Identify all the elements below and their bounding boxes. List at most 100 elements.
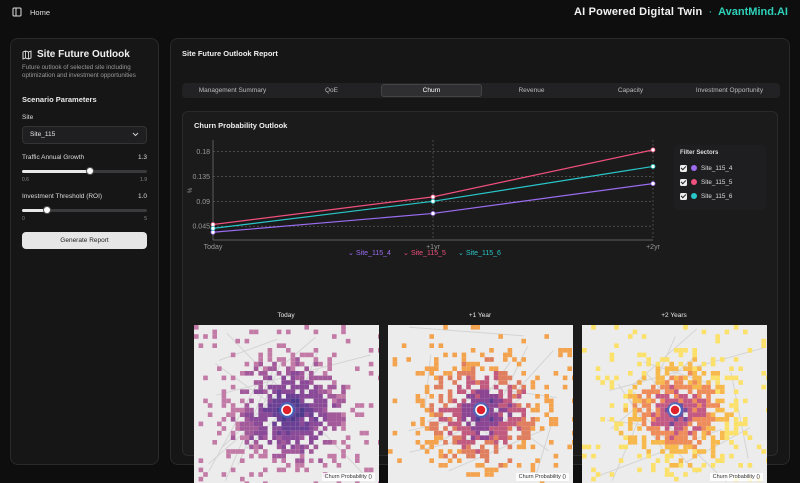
heat-cell bbox=[489, 357, 494, 362]
heat-cell bbox=[461, 389, 467, 394]
heat-cell bbox=[457, 440, 462, 445]
heat-cell bbox=[710, 426, 716, 431]
sidebar: Site Future Outlook Future outlook of se… bbox=[10, 38, 159, 465]
heat-cell bbox=[322, 463, 328, 468]
growth-slider-thumb[interactable] bbox=[85, 166, 94, 175]
tab-capacity[interactable]: Capacity bbox=[617, 87, 644, 94]
tab-investment-opportunity[interactable]: Investment Opportunity bbox=[695, 87, 764, 94]
heat-cell bbox=[692, 398, 697, 404]
heat-cell bbox=[443, 407, 448, 413]
heat-cell bbox=[332, 440, 337, 445]
site-marker-icon[interactable] bbox=[475, 404, 487, 416]
heatmap-1yr[interactable]: Churn Probability () bbox=[388, 325, 573, 483]
filter-item-site-115-4[interactable]: Site_115_4 bbox=[680, 161, 760, 175]
heat-cell bbox=[660, 394, 665, 399]
heat-cell bbox=[687, 389, 693, 394]
heat-cell bbox=[651, 421, 656, 427]
heatmap-today[interactable]: Churn Probability () bbox=[194, 325, 379, 483]
tab-revenue[interactable]: Revenue bbox=[518, 87, 545, 94]
heat-cell bbox=[341, 453, 346, 459]
heat-cell bbox=[724, 435, 730, 440]
heat-cell bbox=[493, 371, 499, 376]
tab-management-summary[interactable]: Management Summary bbox=[198, 87, 267, 94]
roi-slider-thumb[interactable] bbox=[43, 205, 51, 214]
heat-cell bbox=[664, 384, 670, 390]
heat-cell bbox=[614, 375, 619, 381]
heat-cell bbox=[304, 352, 309, 358]
heat-cell bbox=[637, 426, 642, 431]
heat-cell bbox=[706, 398, 711, 404]
heat-cell bbox=[429, 366, 434, 371]
heat-cell bbox=[706, 430, 711, 436]
heat-cell bbox=[614, 325, 619, 330]
map-caption: Churn Probability () bbox=[709, 473, 763, 481]
heat-cell bbox=[710, 444, 716, 450]
heat-cell bbox=[641, 389, 647, 394]
heat-cell bbox=[475, 426, 480, 431]
heat-cell bbox=[281, 389, 286, 394]
heat-cell bbox=[299, 426, 305, 431]
heat-cell bbox=[733, 325, 739, 330]
checkbox-icon[interactable] bbox=[680, 192, 687, 200]
site-marker-icon[interactable] bbox=[281, 404, 293, 416]
heat-cell bbox=[345, 435, 351, 440]
heat-cell bbox=[207, 403, 213, 408]
tab-qoe[interactable]: QoE bbox=[324, 87, 338, 94]
heat-cell bbox=[253, 361, 259, 367]
heat-cell bbox=[230, 407, 236, 413]
heat-cell bbox=[217, 421, 222, 427]
heat-cell bbox=[470, 371, 476, 376]
heat-cell bbox=[429, 394, 434, 399]
heat-cell bbox=[235, 338, 240, 344]
heat-cell bbox=[276, 394, 282, 399]
heat-cell bbox=[466, 403, 471, 408]
heat-cell bbox=[493, 412, 499, 417]
heat-cell bbox=[258, 384, 263, 390]
heat-cell bbox=[674, 463, 679, 468]
filter-item-site-115-5[interactable]: Site_115_5 bbox=[680, 175, 760, 189]
heat-cell bbox=[457, 403, 462, 408]
heat-cell bbox=[733, 375, 739, 381]
heat-cell bbox=[327, 440, 332, 445]
heat-cell bbox=[484, 426, 490, 431]
heat-cell bbox=[299, 412, 305, 417]
site-marker-icon[interactable] bbox=[669, 404, 681, 416]
heat-cell bbox=[304, 403, 309, 408]
heat-cell bbox=[701, 426, 707, 431]
site-select[interactable]: Site_115 bbox=[22, 125, 147, 144]
tab-churn[interactable]: Churn bbox=[381, 84, 482, 97]
heat-cell bbox=[470, 426, 476, 431]
heat-cell bbox=[715, 375, 720, 381]
heat-cell bbox=[549, 407, 554, 413]
heat-cell bbox=[651, 440, 656, 445]
roi-slider[interactable] bbox=[22, 205, 147, 214]
heat-cell bbox=[299, 403, 305, 408]
checkbox-icon[interactable] bbox=[680, 164, 687, 172]
checkbox-icon[interactable] bbox=[680, 178, 687, 186]
heat-cell bbox=[378, 348, 379, 353]
home-icon[interactable] bbox=[12, 7, 22, 17]
heat-cell bbox=[489, 417, 494, 422]
heat-cell bbox=[498, 394, 503, 399]
heat-cell bbox=[687, 371, 693, 376]
heat-cell bbox=[660, 449, 665, 454]
heat-cell bbox=[674, 384, 679, 390]
home-link[interactable]: Home bbox=[30, 7, 51, 17]
growth-slider[interactable] bbox=[22, 166, 147, 175]
generate-report-button[interactable]: Generate Report bbox=[22, 231, 147, 249]
data-point bbox=[650, 181, 656, 186]
heatmap-2yr[interactable]: Churn Probability () bbox=[582, 325, 767, 483]
heat-cell bbox=[512, 407, 517, 413]
heat-cell bbox=[368, 348, 374, 353]
heat-cell bbox=[466, 449, 471, 454]
heat-cell bbox=[609, 352, 615, 358]
heat-cell bbox=[687, 430, 693, 436]
heat-cell bbox=[706, 389, 711, 394]
filter-item-site-115-6[interactable]: Site_115_6 bbox=[680, 189, 760, 203]
heat-cell bbox=[318, 389, 323, 394]
heat-cell bbox=[692, 426, 697, 431]
heat-cell bbox=[683, 440, 688, 445]
report-tabs: Management Summary QoE Churn Revenue Cap… bbox=[182, 83, 780, 98]
heat-cell bbox=[447, 417, 453, 422]
heat-cell bbox=[489, 394, 494, 399]
